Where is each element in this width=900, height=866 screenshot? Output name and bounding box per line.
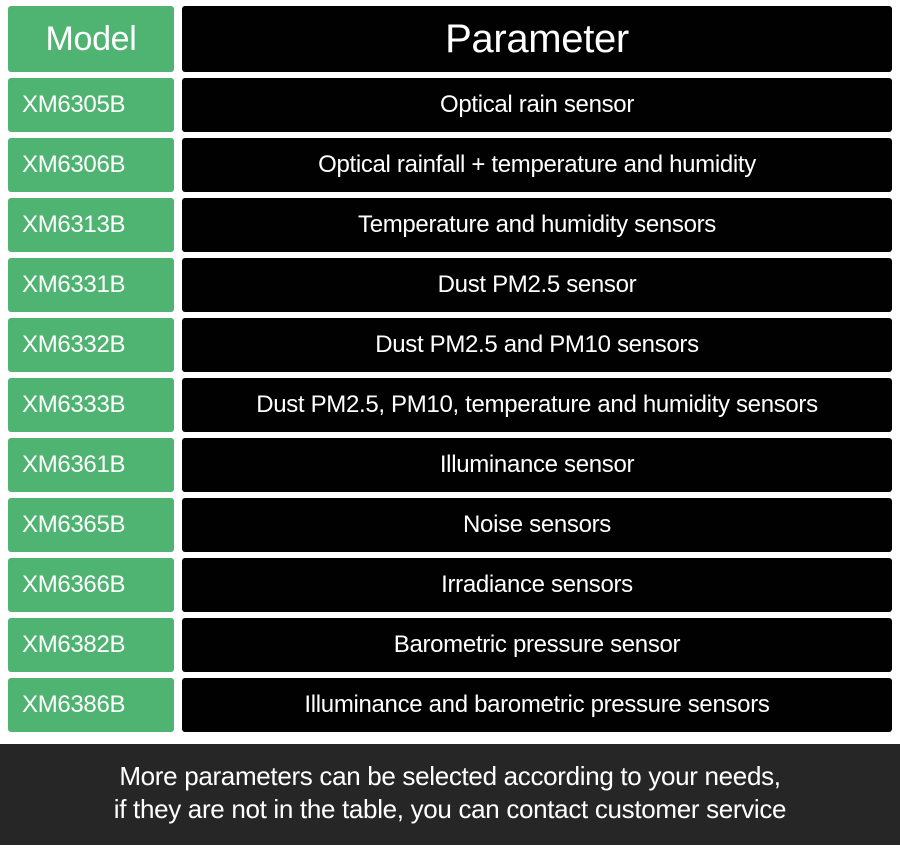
- model-cell: XM6305B: [8, 78, 174, 132]
- sensor-table: Model Parameter XM6305BOptical rain sens…: [0, 0, 900, 732]
- table-header-row: Model Parameter: [8, 6, 892, 72]
- model-cell: XM6365B: [8, 498, 174, 552]
- model-cell: XM6333B: [8, 378, 174, 432]
- parameter-cell: Optical rainfall + temperature and humid…: [182, 138, 892, 192]
- table-row: XM6313BTemperature and humidity sensors: [8, 198, 892, 252]
- table-row: XM6361BIlluminance sensor: [8, 438, 892, 492]
- model-cell: XM6306B: [8, 138, 174, 192]
- table-row: XM6386BIlluminance and barometric pressu…: [8, 678, 892, 732]
- parameter-cell: Barometric pressure sensor: [182, 618, 892, 672]
- table-row: XM6366BIrradiance sensors: [8, 558, 892, 612]
- parameter-cell: Illuminance and barometric pressure sens…: [182, 678, 892, 732]
- header-parameter-cell: Parameter: [182, 6, 892, 72]
- header-model-cell: Model: [8, 6, 174, 72]
- table-row: XM6382BBarometric pressure sensor: [8, 618, 892, 672]
- parameter-cell: Dust PM2.5 and PM10 sensors: [182, 318, 892, 372]
- table-row: XM6333BDust PM2.5, PM10, temperature and…: [8, 378, 892, 432]
- model-cell: XM6361B: [8, 438, 174, 492]
- parameter-cell: Noise sensors: [182, 498, 892, 552]
- table-row: XM6365BNoise sensors: [8, 498, 892, 552]
- model-cell: XM6332B: [8, 318, 174, 372]
- model-cell: XM6366B: [8, 558, 174, 612]
- parameter-cell: Illuminance sensor: [182, 438, 892, 492]
- parameter-cell: Optical rain sensor: [182, 78, 892, 132]
- footer-line-2: if they are not in the table, you can co…: [114, 794, 786, 824]
- model-cell: XM6386B: [8, 678, 174, 732]
- footer-note: More parameters can be selected accordin…: [0, 744, 900, 845]
- parameter-cell: Dust PM2.5 sensor: [182, 258, 892, 312]
- table-row: XM6331BDust PM2.5 sensor: [8, 258, 892, 312]
- footer-line-1: More parameters can be selected accordin…: [119, 761, 780, 791]
- parameter-cell: Dust PM2.5, PM10, temperature and humidi…: [182, 378, 892, 432]
- parameter-cell: Irradiance sensors: [182, 558, 892, 612]
- model-cell: XM6382B: [8, 618, 174, 672]
- parameter-cell: Temperature and humidity sensors: [182, 198, 892, 252]
- table-row: XM6332BDust PM2.5 and PM10 sensors: [8, 318, 892, 372]
- table-row: XM6305BOptical rain sensor: [8, 78, 892, 132]
- table-row: XM6306BOptical rainfall + temperature an…: [8, 138, 892, 192]
- model-cell: XM6331B: [8, 258, 174, 312]
- model-cell: XM6313B: [8, 198, 174, 252]
